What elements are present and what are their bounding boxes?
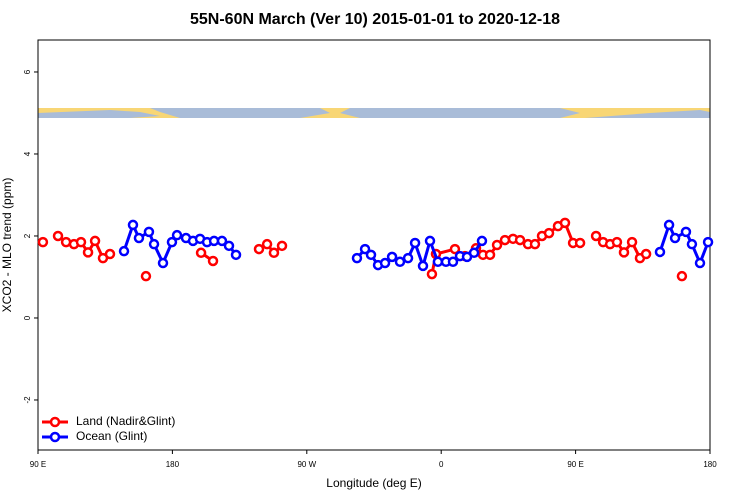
point: [261, 238, 273, 250]
y-tick-label: 4: [23, 151, 32, 156]
point: [351, 252, 363, 264]
point: [543, 227, 555, 239]
point: [118, 245, 130, 257]
point: [52, 230, 64, 242]
point: [268, 247, 280, 259]
point: [426, 268, 438, 280]
point: [394, 256, 406, 268]
point: [447, 256, 459, 268]
point: [148, 238, 160, 250]
point: [499, 234, 511, 246]
x-tick-label: 0: [439, 460, 444, 469]
map-strip: [38, 108, 710, 118]
point: [514, 234, 526, 246]
point: [640, 248, 652, 260]
point: [223, 240, 235, 252]
x-tick-label: 90 E: [567, 460, 583, 469]
point: [424, 235, 436, 247]
point: [611, 236, 623, 248]
point: [195, 247, 207, 259]
point: [680, 226, 692, 238]
legend-label: Ocean (Glint): [76, 429, 147, 443]
point: [75, 236, 87, 248]
point: [476, 235, 488, 247]
chart-title: 55N-60N March (Ver 10) 2015-01-01 to 202…: [190, 11, 560, 28]
point: [468, 247, 480, 259]
point: [491, 239, 503, 251]
legend-marker: [49, 431, 61, 443]
point: [171, 229, 183, 241]
point: [574, 237, 586, 249]
point: [230, 249, 242, 261]
point: [207, 255, 219, 267]
point: [143, 226, 155, 238]
point: [365, 249, 377, 261]
point: [449, 243, 461, 255]
point: [253, 243, 265, 255]
point: [663, 219, 675, 231]
y-axis-label: XCO2 - MLO trend (ppm): [0, 178, 14, 313]
point: [409, 237, 421, 249]
point: [626, 236, 638, 248]
point: [669, 232, 681, 244]
point: [89, 235, 101, 247]
x-tick-label: 90 E: [30, 460, 46, 469]
x-tick-label: 180: [703, 460, 717, 469]
point: [559, 217, 571, 229]
legend-label: Land (Nadir&Glint): [76, 414, 175, 428]
y-tick-label: 0: [23, 315, 32, 320]
y-tick-label: 2: [23, 233, 32, 238]
point: [157, 257, 169, 269]
x-axis-label: Longitude (deg E): [326, 476, 421, 490]
point: [82, 247, 94, 258]
point: [276, 240, 288, 252]
point: [529, 238, 541, 250]
point: [386, 251, 398, 263]
point: [702, 236, 714, 248]
point: [133, 232, 145, 244]
point: [166, 236, 178, 248]
point: [417, 260, 429, 272]
legend: Land (Nadir&Glint) Ocean (Glint): [42, 414, 175, 443]
point: [590, 230, 602, 242]
point: [37, 236, 49, 248]
y-tick-label: 6: [23, 69, 32, 74]
point: [484, 249, 496, 261]
legend-marker: [49, 416, 61, 428]
point: [618, 247, 630, 258]
point: [359, 243, 371, 255]
point: [432, 256, 444, 268]
point: [140, 270, 152, 282]
point: [104, 248, 116, 260]
x-tick-label: 180: [166, 460, 180, 469]
point: [694, 257, 706, 269]
y-tick-label: -2: [23, 396, 32, 404]
point: [216, 235, 228, 247]
x-tick-label: 90 W: [297, 460, 316, 469]
point: [127, 219, 139, 231]
point: [402, 252, 414, 264]
point: [686, 238, 698, 250]
point: [676, 270, 688, 282]
point: [654, 246, 666, 258]
point: [379, 257, 391, 269]
